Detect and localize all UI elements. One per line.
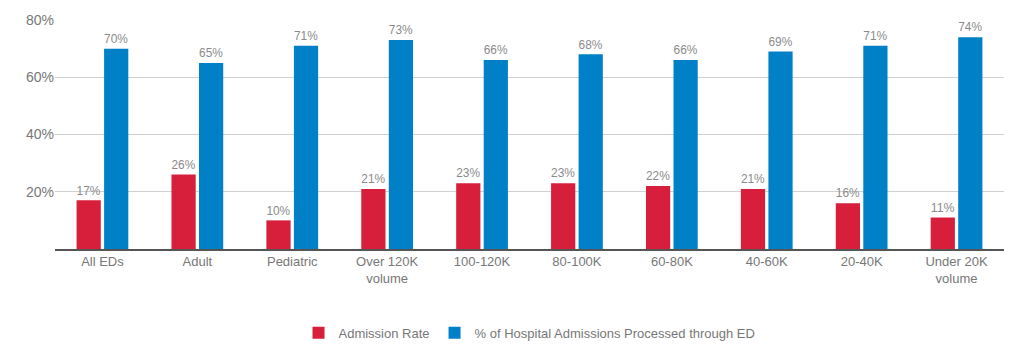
svg-text:68%: 68%	[579, 38, 603, 52]
svg-text:Under 20Kvolume: Under 20Kvolume	[925, 254, 987, 286]
svg-text:21%: 21%	[741, 172, 765, 186]
svg-text:17%: 17%	[77, 184, 101, 198]
svg-text:16%: 16%	[836, 186, 860, 200]
svg-text:60%: 60%	[26, 69, 54, 85]
svg-text:71%: 71%	[863, 29, 887, 43]
svg-text:Pediatric: Pediatric	[267, 254, 318, 269]
svg-text:10%: 10%	[266, 204, 290, 218]
svg-text:69%: 69%	[768, 35, 792, 49]
svg-text:20-40K: 20-40K	[841, 254, 883, 269]
svg-text:100-120K: 100-120K	[454, 254, 511, 269]
svg-text:23%: 23%	[551, 166, 575, 180]
svg-text:66%: 66%	[484, 43, 508, 57]
svg-text:11%: 11%	[931, 201, 955, 215]
svg-text:60-80K: 60-80K	[651, 254, 693, 269]
svg-text:40-60K: 40-60K	[746, 254, 788, 269]
svg-text:70%: 70%	[104, 32, 128, 46]
svg-text:80-100K: 80-100K	[552, 254, 601, 269]
svg-text:26%: 26%	[172, 158, 196, 172]
svg-text:22%: 22%	[646, 169, 670, 183]
svg-text:71%: 71%	[294, 29, 318, 43]
svg-text:Adult: Adult	[183, 254, 213, 269]
svg-text:Over 120Kvolume: Over 120Kvolume	[356, 254, 418, 286]
svg-text:73%: 73%	[389, 23, 413, 37]
svg-text:23%: 23%	[456, 166, 480, 180]
svg-text:21%: 21%	[361, 172, 385, 186]
svg-text:Admission Rate: Admission Rate	[339, 326, 430, 341]
svg-text:65%: 65%	[199, 46, 223, 60]
svg-text:40%: 40%	[26, 126, 54, 142]
svg-text:80%: 80%	[26, 12, 54, 28]
svg-text:All EDs: All EDs	[81, 254, 124, 269]
svg-text:% of Hospital Admissions Proce: % of Hospital Admissions Processed throu…	[475, 326, 755, 341]
svg-text:74%: 74%	[958, 20, 982, 34]
svg-text:66%: 66%	[674, 43, 698, 57]
svg-text:20%: 20%	[26, 184, 54, 200]
